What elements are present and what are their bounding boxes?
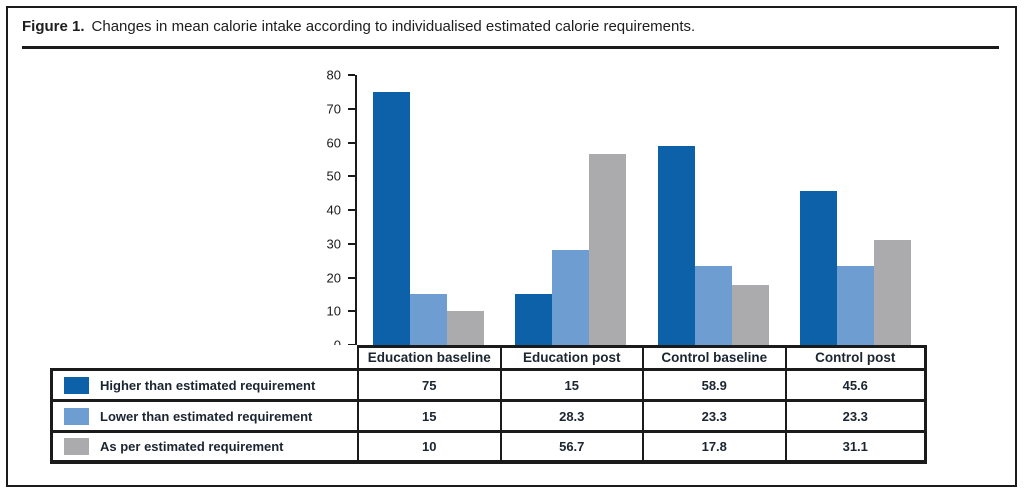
bar	[552, 249, 590, 345]
bar	[837, 266, 875, 345]
y-tick-mark	[348, 242, 355, 245]
y-tick-label: 20	[326, 270, 341, 285]
category-header-cell: Control baseline	[642, 345, 785, 371]
value-cell: 31.1	[784, 433, 927, 464]
value-cell: 28.3	[499, 402, 642, 433]
value-cell: 23.3	[784, 402, 927, 433]
y-tick-mark	[348, 276, 355, 279]
y-tick-label: 70	[326, 101, 341, 117]
category-header-cell: Control post	[784, 345, 927, 371]
y-tick-label: 80	[326, 67, 341, 83]
value-cell: 23.3	[642, 402, 785, 433]
y-tick-mark	[348, 107, 355, 110]
value-cell: 58.9	[642, 371, 785, 402]
y-tick-mark	[348, 141, 355, 144]
y-tick-mark	[348, 175, 355, 178]
bar	[731, 284, 769, 345]
legend-cell: Lower than estimated requirement	[50, 402, 357, 433]
legend-swatch	[64, 407, 89, 425]
y-tick-label: 30	[326, 236, 341, 252]
data-table: Education baseline Education post Control …	[50, 345, 927, 464]
header-spacer-cell	[50, 345, 357, 371]
y-tick-mark	[348, 74, 355, 76]
bar	[446, 311, 484, 345]
y-axis-line	[355, 75, 357, 345]
figure-caption: Figure 1. Changes in mean calorie intake …	[22, 18, 695, 35]
y-tick-mark	[348, 209, 355, 211]
bar	[874, 240, 912, 345]
legend-swatch	[64, 438, 89, 455]
y-tick-label: 60	[326, 135, 341, 150]
legend-swatch	[64, 376, 89, 394]
legend-cell: As per estimated requirement	[50, 433, 357, 464]
legend-cell: Higher than estimated requirement	[50, 371, 357, 402]
caption-text: Changes in mean calorie intake according…	[91, 18, 696, 35]
legend-label: Lower than estimated requirement	[100, 408, 313, 424]
bar	[800, 191, 838, 345]
bar-chart-plot-area	[357, 75, 927, 345]
category-header-cell: Education post	[499, 345, 642, 371]
caption-divider-rule	[22, 46, 999, 49]
y-tick-mark	[348, 310, 355, 313]
bar	[694, 266, 732, 345]
value-cell: 10	[357, 433, 500, 464]
value-cell: 75	[357, 371, 500, 402]
y-tick-label: 10	[326, 303, 341, 319]
bar	[589, 153, 627, 345]
bar	[372, 91, 410, 345]
value-cell: 45.6	[784, 371, 927, 402]
bar	[657, 146, 695, 345]
y-tick-label: 40	[326, 202, 341, 218]
bar	[515, 294, 553, 345]
value-cell: 15	[357, 402, 500, 433]
legend-label: As per estimated requirement	[100, 439, 284, 454]
figure-number: Figure 1.	[22, 18, 85, 35]
figure-frame: Figure 1. Changes in mean calorie intake …	[6, 6, 1017, 487]
category-header-cell: Education baseline	[357, 345, 500, 371]
value-cell: 56.7	[499, 433, 642, 464]
y-axis: 01020304050607080	[303, 68, 355, 353]
y-tick-label: 50	[326, 168, 341, 184]
bar	[409, 294, 447, 345]
value-cell: 17.8	[642, 433, 785, 464]
value-cell: 15	[499, 371, 642, 402]
legend-label: Higher than estimated requirement	[100, 377, 316, 393]
